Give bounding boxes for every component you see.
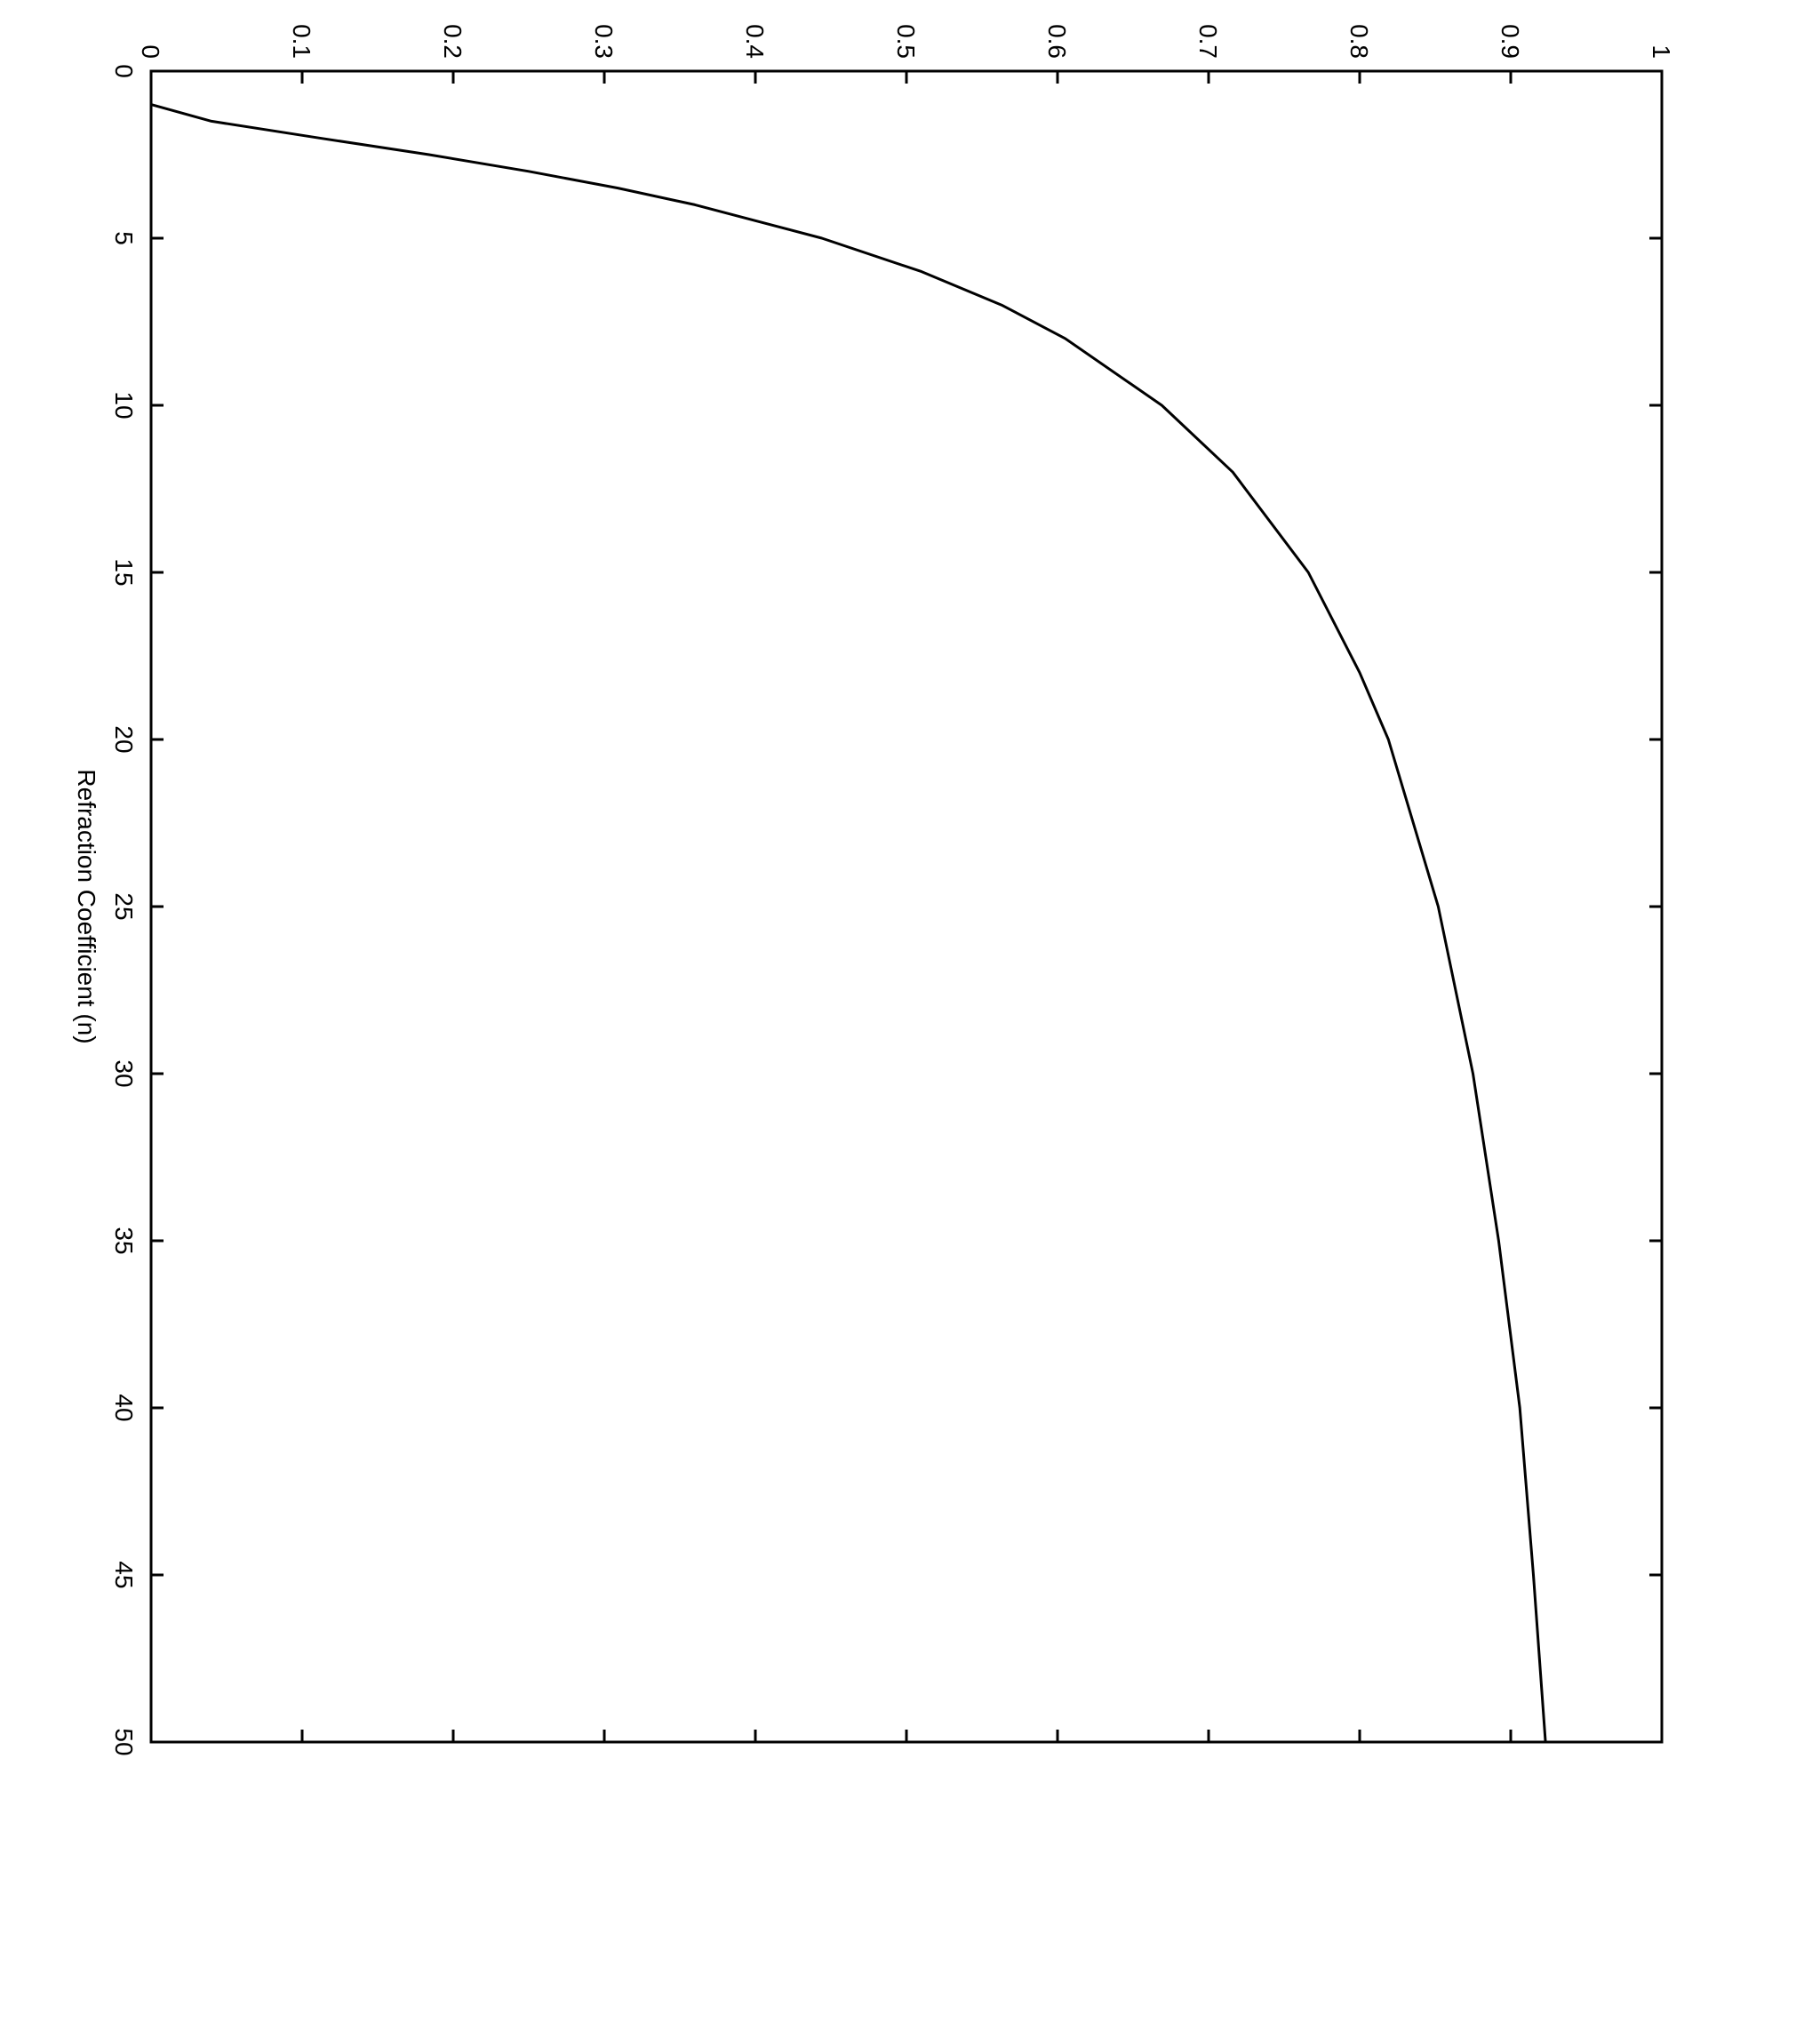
reflection-vs-refraction-chart: 0 5 10 15 20 25 30 35 40 45 50 0 0.1 0.2 0.3 0.4 0.5 0.6 0…: [44, 0, 1680, 1760]
x-tick-label: 20: [110, 725, 138, 753]
y-tick-label: 0.5: [892, 24, 920, 59]
y-tick-label: 0.4: [741, 24, 769, 59]
x-tick-label: 5: [110, 231, 138, 245]
x-tick-label: 35: [110, 1227, 138, 1254]
x-tick-label: 15: [110, 558, 138, 586]
page-container: 0 5 10 15 20 25 30 35 40 45 50 0 0.1 0.2 0.3 0.4 0.5 0.6 0…: [0, 0, 1820, 2022]
x-tick-label: 30: [110, 1059, 138, 1087]
x-axis-label: Refraction Coefficient (n): [73, 769, 100, 1043]
y-tick-label: 0: [137, 44, 164, 59]
x-tick-label: 0: [110, 64, 138, 78]
x-tick-label: 50: [110, 1728, 138, 1755]
x-tick-label: 25: [110, 892, 138, 920]
x-tick-label: 45: [110, 1561, 138, 1588]
x-tick-label: 10: [110, 391, 138, 419]
y-tick-label: 0.6: [1043, 24, 1071, 59]
y-tick-label: 0.7: [1194, 24, 1222, 59]
x-tick-label: 40: [110, 1394, 138, 1421]
y-tick-label: 0.8: [1345, 24, 1373, 59]
y-tick-label: 1: [1648, 44, 1675, 59]
y-tick-label: 0.2: [439, 24, 467, 59]
y-tick-label: 0.1: [288, 24, 315, 59]
y-tick-label: 0.9: [1497, 24, 1524, 59]
y-tick-label: 0.3: [590, 24, 618, 59]
